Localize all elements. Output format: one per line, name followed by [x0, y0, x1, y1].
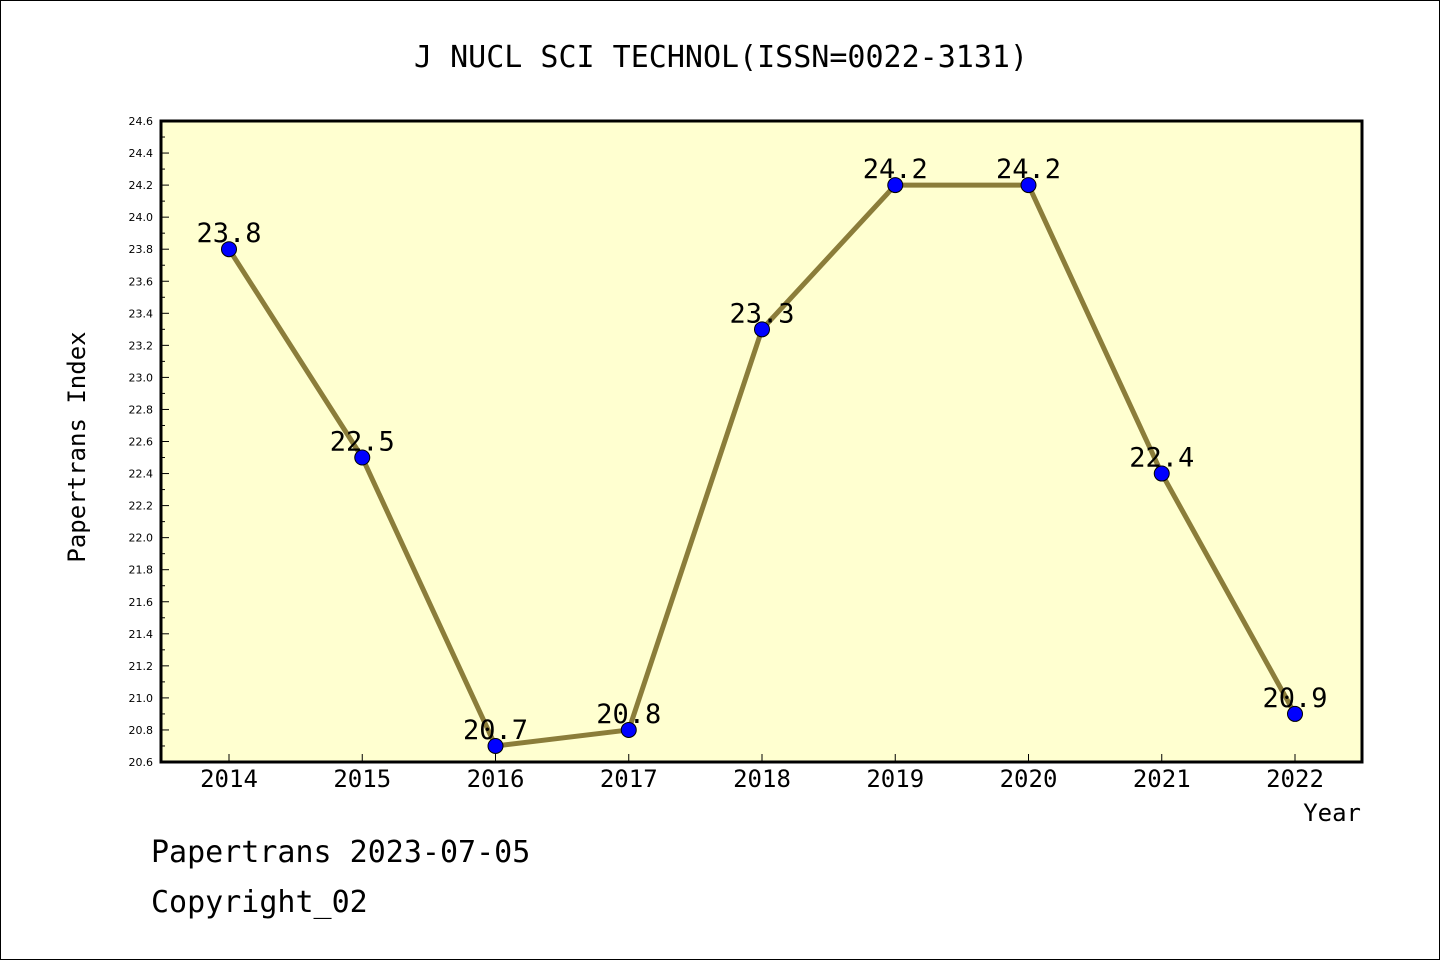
data-label: 24.2 [863, 154, 928, 185]
y-axis-label: Papertrans Index [63, 331, 91, 562]
y-tick-label: 22.6 [129, 436, 154, 449]
series-group [221, 177, 1303, 754]
x-axis: 2014 2015 2016 2017 2018 2019 2020 2021 2022 [200, 754, 1324, 793]
y-tick-label: 22.2 [129, 500, 154, 513]
y-tick-label: 24.4 [129, 147, 154, 160]
x-tick-label: 2020 [1000, 765, 1058, 793]
y-tick-label: 23.2 [129, 339, 154, 352]
y-tick-label: 23.6 [129, 275, 154, 288]
x-tick-label: 2022 [1266, 765, 1324, 793]
y-tick-label: 21.0 [129, 692, 154, 705]
y-tick-label: 24.0 [129, 211, 154, 224]
y-tick-label: 23.0 [129, 371, 154, 384]
y-tick-label: 22.0 [129, 532, 154, 545]
x-tick-label: 2018 [733, 765, 791, 793]
y-tick-label: 23.8 [129, 243, 154, 256]
x-tick-label: 2019 [866, 765, 924, 793]
y-tick-label: 20.6 [129, 756, 154, 769]
x-tick-label: 2014 [200, 765, 258, 793]
x-tick-label: 2016 [467, 765, 525, 793]
plot-area [159, 119, 1364, 764]
data-labels-group: 23.8 22.5 20.7 20.8 23.3 24.2 24.2 22.4 20.9 [196, 154, 1327, 746]
y-axis: 20.6 20.8 21.0 21.2 21.4 21.6 21.8 22.0 22.2 22.4… [129, 115, 169, 769]
chart-title: J NUCL SCI TECHNOL(ISSN=0022-3131) [414, 40, 1028, 75]
y-tick-label: 21.8 [129, 564, 154, 577]
data-point [487, 737, 504, 754]
data-label: 22.4 [1129, 443, 1194, 474]
footer-date: Papertrans 2023-07-05 [151, 835, 531, 870]
footer-copyright: Copyright_02 [151, 885, 368, 920]
data-point [1287, 705, 1303, 722]
x-axis-label: Year [1303, 799, 1361, 827]
data-label: 20.7 [463, 715, 528, 746]
y-tick-label: 23.4 [129, 307, 154, 320]
x-tick-label: 2015 [333, 765, 391, 793]
data-label: 23.8 [196, 218, 261, 249]
data-label: 24.2 [996, 154, 1061, 185]
data-label: 22.5 [330, 427, 395, 458]
data-point [221, 241, 237, 258]
y-tick-label: 24.2 [129, 179, 154, 192]
data-label: 20.9 [1262, 683, 1327, 714]
data-point [620, 721, 637, 738]
data-point [354, 449, 371, 466]
y-tick-label: 21.4 [129, 628, 154, 641]
y-tick-label: 21.6 [129, 596, 154, 609]
x-tick-label: 2017 [600, 765, 658, 793]
y-tick-label: 21.2 [129, 660, 154, 673]
y-tick-label: 22.4 [129, 468, 154, 481]
x-tick-label: 2021 [1133, 765, 1191, 793]
y-tick-label: 24.6 [129, 115, 154, 128]
y-tick-label: 20.8 [129, 724, 154, 737]
data-point [887, 177, 904, 194]
data-point [754, 321, 770, 338]
data-point [1153, 465, 1170, 482]
data-label: 23.3 [729, 298, 794, 329]
y-tick-label: 22.8 [129, 403, 154, 416]
data-point [1020, 177, 1037, 194]
data-label: 20.8 [596, 699, 661, 730]
